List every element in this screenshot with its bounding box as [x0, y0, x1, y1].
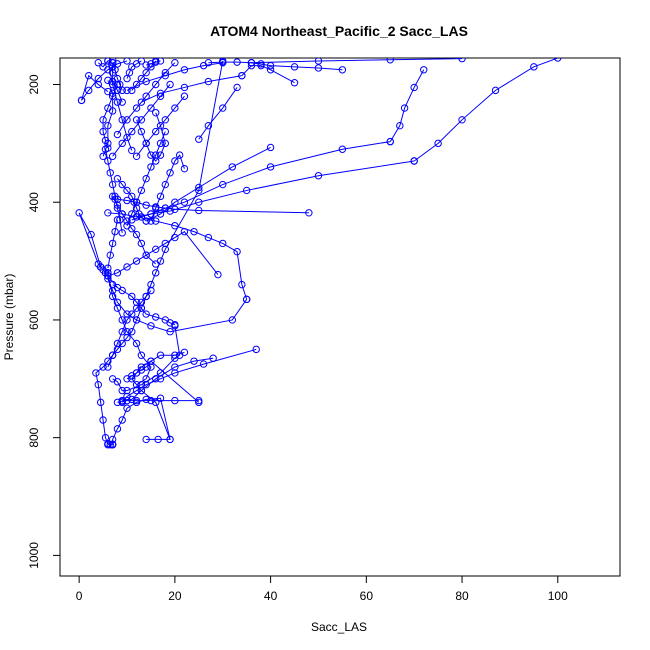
y-tick-label: 600: [27, 310, 41, 330]
x-tick-label: 80: [455, 589, 469, 603]
profile-line: [108, 213, 247, 300]
profile-line: [137, 161, 415, 217]
profile-line: [122, 358, 213, 400]
y-tick-label: 400: [27, 192, 41, 212]
profile-line: [141, 76, 242, 102]
y-tick-label: 200: [27, 74, 41, 94]
y-tick-label: 1000: [27, 542, 41, 569]
x-tick-label: 100: [548, 589, 568, 603]
profile-line: [113, 326, 180, 391]
data-point: [291, 80, 297, 86]
profile-line: [251, 59, 462, 63]
x-tick-label: 20: [168, 589, 182, 603]
y-axis: 200 400 600 800 1000: [27, 74, 60, 569]
profile-line: [146, 147, 270, 221]
x-axis-label: Sacc_LAS: [311, 620, 367, 634]
y-tick-label: 800: [27, 427, 41, 447]
x-axis: 0 20 40 60 80 100: [76, 576, 568, 603]
x-tick-label: 40: [264, 589, 278, 603]
x-tick-label: 0: [76, 589, 83, 603]
data-layer: [76, 55, 561, 448]
profile-line: [199, 87, 237, 139]
profile-line: [127, 63, 223, 91]
profile-line: [127, 132, 165, 226]
profiles-group: [76, 55, 561, 448]
data-point: [119, 99, 125, 105]
profile-line: [117, 199, 308, 213]
data-point: [119, 87, 125, 93]
chart-title: ATOM4 Northeast_Pacific_2 Sacc_LAS: [210, 23, 468, 39]
y-axis-label: Pressure (mbar): [2, 274, 16, 361]
x-tick-label: 60: [360, 589, 374, 603]
profile-line: [132, 61, 156, 90]
profile-line: [96, 61, 223, 445]
profile-line: [113, 84, 170, 156]
